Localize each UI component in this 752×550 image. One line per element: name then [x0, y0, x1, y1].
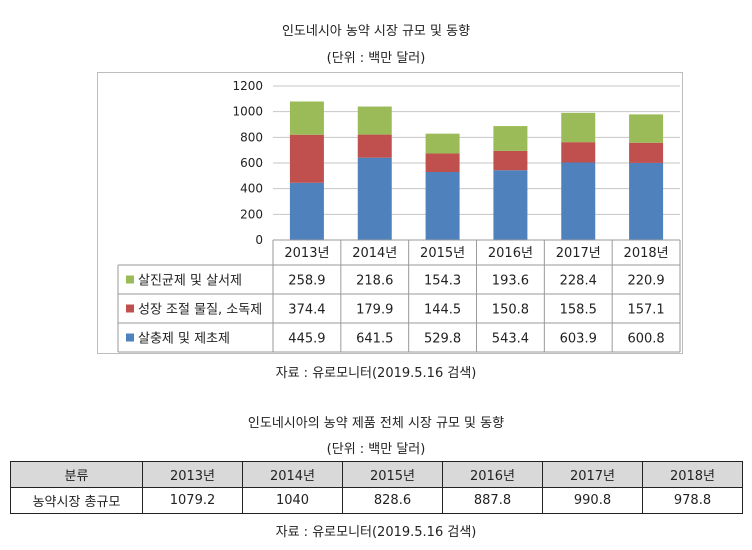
- header-year: 2013년: [142, 461, 243, 488]
- data-label: 179.9: [356, 303, 393, 318]
- bar-segment: [425, 172, 460, 240]
- chart-frame: 0 200 400 600 800 1000 1200 2013년 2014년 2015년 2016…: [97, 72, 683, 354]
- data-label: 193.6: [492, 274, 529, 289]
- market-size-table: 분류 2013년 2014년 2015년 2016년 2017년 2018년 농…: [10, 461, 743, 514]
- legend-swatch: [126, 304, 134, 313]
- table-row: 농약시장 총규모 1079.2 1040 828.6 887.8 990.8 9…: [10, 487, 743, 514]
- data-label: 150.8: [492, 303, 529, 318]
- data-label: 218.6: [356, 274, 393, 289]
- y-tick-label: 1200: [232, 79, 263, 93]
- header-category: 분류: [10, 461, 143, 488]
- y-tick-label: 400: [240, 182, 263, 196]
- data-label: 374.4: [288, 303, 325, 318]
- chart-unit: (단위 : 백만 달러): [326, 51, 426, 66]
- legend-label: 성장 조절 물질, 소독제: [138, 303, 262, 318]
- chart-source: 자료 : 유로모니터(2019.5.16 검색): [275, 366, 477, 381]
- bar-segment: [357, 134, 392, 158]
- y-tick-label: 0: [255, 233, 263, 247]
- bar-segment: [493, 150, 528, 171]
- header-year: 2015년: [342, 461, 443, 488]
- bar-segment: [357, 157, 392, 240]
- bar-segment: [289, 182, 324, 240]
- data-label: 157.1: [627, 303, 664, 318]
- data-label: 603.9: [560, 332, 597, 347]
- bar-segment: [561, 112, 596, 143]
- bar-segment: [629, 114, 664, 143]
- data-label: 144.5: [424, 303, 461, 318]
- bar-segment: [425, 133, 460, 154]
- data-label: 641.5: [356, 332, 393, 347]
- data-label: 220.9: [627, 274, 664, 289]
- x-tick-label: 2018년: [624, 246, 669, 261]
- table-cell: 990.8: [542, 487, 643, 514]
- table-cell: 887.8: [442, 487, 543, 514]
- bar-segment: [629, 142, 664, 163]
- y-tick-label: 1000: [232, 105, 263, 119]
- table-cell: 828.6: [342, 487, 443, 514]
- header-year: 2018년: [642, 461, 743, 488]
- legend-swatch: [126, 333, 134, 342]
- x-tick-label: 2016년: [488, 246, 533, 261]
- x-tick-label: 2017년: [556, 246, 601, 261]
- bar-segment: [357, 106, 392, 135]
- y-tick-label: 600: [240, 156, 263, 170]
- x-tick-label: 2014년: [352, 246, 397, 261]
- y-tick-label: 800: [240, 130, 263, 144]
- header-year: 2017년: [542, 461, 643, 488]
- header-year: 2016년: [442, 461, 543, 488]
- bar-segment: [629, 162, 664, 240]
- x-tick-label: 2015년: [420, 246, 465, 261]
- data-label: 258.9: [288, 274, 325, 289]
- table-header-row: 분류 2013년 2014년 2015년 2016년 2017년 2018년: [10, 461, 743, 488]
- table-cell: 1040: [242, 487, 343, 514]
- bar-segment: [493, 170, 528, 240]
- data-label: 529.8: [424, 332, 461, 347]
- bar-segment: [425, 153, 460, 173]
- legend-label: 살충제 및 제초제: [138, 332, 230, 347]
- table-cell: 978.8: [642, 487, 743, 514]
- bar-segment: [493, 126, 528, 151]
- data-label: 543.4: [492, 332, 529, 347]
- stacked-bar-chart: 0 200 400 600 800 1000 1200 2013년 2014년 2015년 2016…: [117, 79, 681, 353]
- x-tick-label: 2013년: [284, 246, 329, 261]
- table-source: 자료 : 유로모니터(2019.5.16 검색): [275, 525, 477, 540]
- table-cell: 1079.2: [142, 487, 243, 514]
- chart-title: 인도네시아 농약 시장 규모 및 동향: [281, 24, 471, 39]
- data-label: 600.8: [627, 332, 664, 347]
- table-unit: (단위 : 백만 달러): [326, 442, 426, 457]
- data-label: 154.3: [424, 274, 461, 289]
- bar-segment: [289, 101, 324, 135]
- bar-segment: [561, 142, 596, 163]
- bar-segment: [289, 134, 324, 183]
- legend-label: 살진균제 및 살서제: [138, 274, 242, 289]
- data-label: 158.5: [560, 303, 597, 318]
- y-tick-label: 200: [240, 207, 263, 221]
- bar-segment: [561, 162, 596, 240]
- row-label: 농약시장 총규모: [10, 487, 143, 514]
- legend-swatch: [126, 275, 134, 284]
- header-year: 2014년: [242, 461, 343, 488]
- data-label: 445.9: [288, 332, 325, 347]
- data-label: 228.4: [560, 274, 597, 289]
- table-title: 인도네시아의 농약 제품 전체 시장 규모 및 동향: [247, 416, 505, 431]
